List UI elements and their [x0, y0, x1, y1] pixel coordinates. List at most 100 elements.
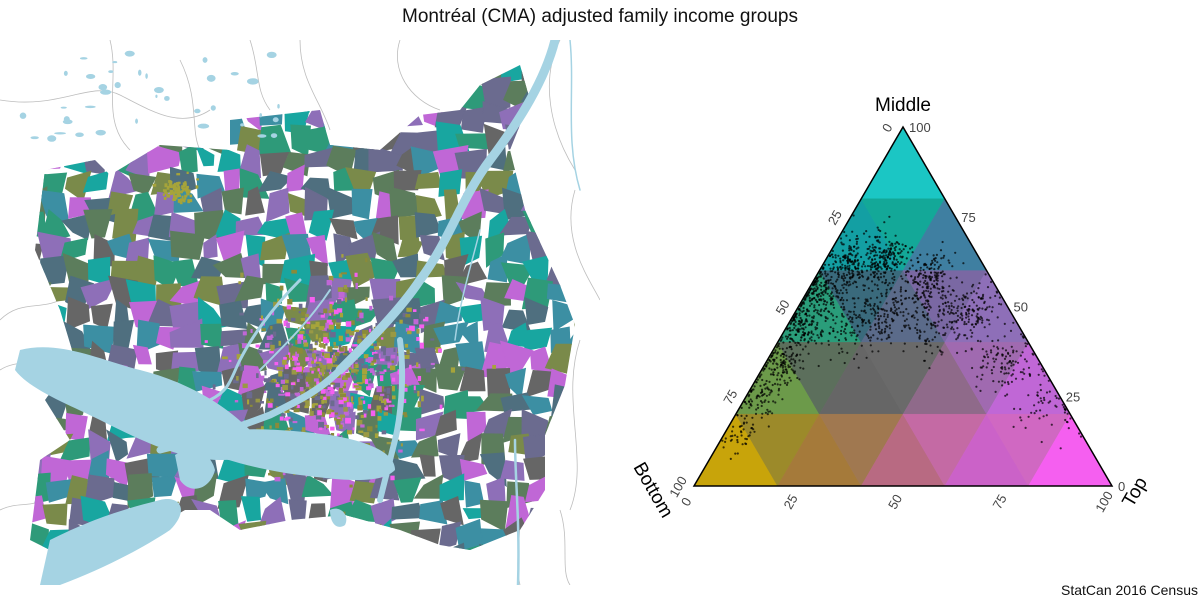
ternary-point — [922, 293, 926, 296]
ternary-point — [823, 300, 827, 303]
tract-region — [525, 370, 556, 398]
tract-detail — [284, 340, 288, 344]
ternary-point — [993, 360, 996, 363]
ternary-point — [987, 356, 990, 359]
ternary-point — [849, 331, 852, 334]
ternary-point — [975, 385, 978, 388]
ternary-point — [877, 322, 880, 325]
ternary-point — [865, 333, 868, 336]
ternary-point — [791, 338, 794, 341]
ternary-point — [839, 298, 843, 301]
ternary-point — [854, 342, 857, 345]
ternary-point — [835, 315, 838, 318]
tract-region — [591, 456, 600, 482]
ternary-point — [889, 251, 892, 254]
ternary-point — [876, 254, 879, 257]
ternary-point — [864, 311, 867, 314]
ternary-point — [1007, 372, 1010, 375]
ternary-point — [879, 266, 882, 269]
ternary-point — [736, 438, 739, 442]
tract-region — [219, 561, 249, 585]
small-lake — [210, 105, 216, 111]
tract-detail — [381, 337, 384, 340]
ternary-point — [824, 272, 827, 275]
ternary-point — [843, 328, 847, 331]
tract-detail — [281, 413, 286, 417]
ternary-point — [873, 302, 876, 306]
small-lake — [60, 106, 67, 109]
tract-detail — [329, 393, 334, 396]
tract-detail — [336, 418, 341, 425]
ternary-point — [831, 249, 834, 253]
ternary-point — [881, 321, 884, 324]
ternary-point — [798, 320, 801, 323]
tract-region — [368, 65, 393, 84]
tract-detail — [236, 354, 242, 360]
ternary-point — [776, 344, 780, 347]
tract-detail — [304, 371, 308, 376]
tract-region — [305, 65, 337, 66]
ternary-point — [912, 314, 915, 317]
ternary-point — [804, 345, 807, 348]
ternary-point — [805, 314, 809, 317]
ternary-point — [926, 318, 930, 321]
tract-detail — [343, 411, 349, 416]
ternary-point — [1061, 403, 1064, 406]
ternary-point — [877, 288, 880, 291]
ternary-point — [1014, 360, 1017, 363]
ternary-point — [818, 272, 821, 275]
ternary-point — [931, 259, 934, 262]
small-lake — [98, 84, 108, 91]
tract-detail — [282, 472, 286, 476]
ternary-point — [772, 400, 775, 403]
ternary-point — [852, 282, 855, 285]
tract-detail — [337, 417, 341, 421]
tract-detail — [378, 371, 385, 375]
ternary-point — [856, 259, 859, 262]
ternary-point — [942, 326, 945, 329]
ternary-point — [933, 268, 936, 271]
ternary-point — [981, 307, 984, 310]
tract-detail — [271, 309, 275, 316]
ternary-point — [1045, 414, 1048, 417]
tract-detail — [186, 171, 189, 174]
tract-detail — [327, 365, 332, 370]
ternary-point — [881, 255, 884, 258]
ternary-point — [806, 333, 810, 336]
ternary-point — [1001, 347, 1004, 350]
tract-detail — [363, 432, 370, 438]
ternary-point — [924, 296, 927, 299]
tract-region — [546, 480, 575, 510]
ternary-point — [816, 293, 819, 296]
ternary-point — [869, 344, 872, 347]
ternary-point — [955, 320, 958, 323]
tract-region — [238, 538, 271, 560]
tract-region — [346, 98, 381, 136]
ternary-point — [790, 358, 793, 361]
tract-detail — [296, 366, 302, 372]
ternary-point — [981, 321, 984, 324]
ternary-point — [1062, 405, 1065, 409]
ternary-point — [832, 318, 835, 322]
ternary-point — [873, 276, 876, 279]
tract-region — [434, 409, 457, 437]
tract-detail — [376, 405, 382, 412]
ternary-point — [935, 331, 938, 334]
ternary-point — [756, 403, 759, 406]
ternary-point — [800, 319, 804, 322]
ternary-point — [933, 321, 936, 324]
ternary-point — [887, 253, 890, 256]
ternary-point — [974, 322, 977, 325]
ternary-point — [884, 278, 888, 282]
tract-detail — [358, 363, 362, 370]
ternary-point — [975, 320, 978, 323]
ternary-point — [812, 283, 815, 286]
ternary-point — [814, 298, 817, 301]
ternary-point — [901, 255, 904, 258]
tract-detail — [333, 354, 336, 358]
ternary-point — [827, 263, 830, 266]
tract-region — [268, 523, 291, 554]
ternary-point — [985, 350, 988, 353]
tract-detail — [439, 404, 443, 410]
ternary-point — [879, 276, 883, 279]
